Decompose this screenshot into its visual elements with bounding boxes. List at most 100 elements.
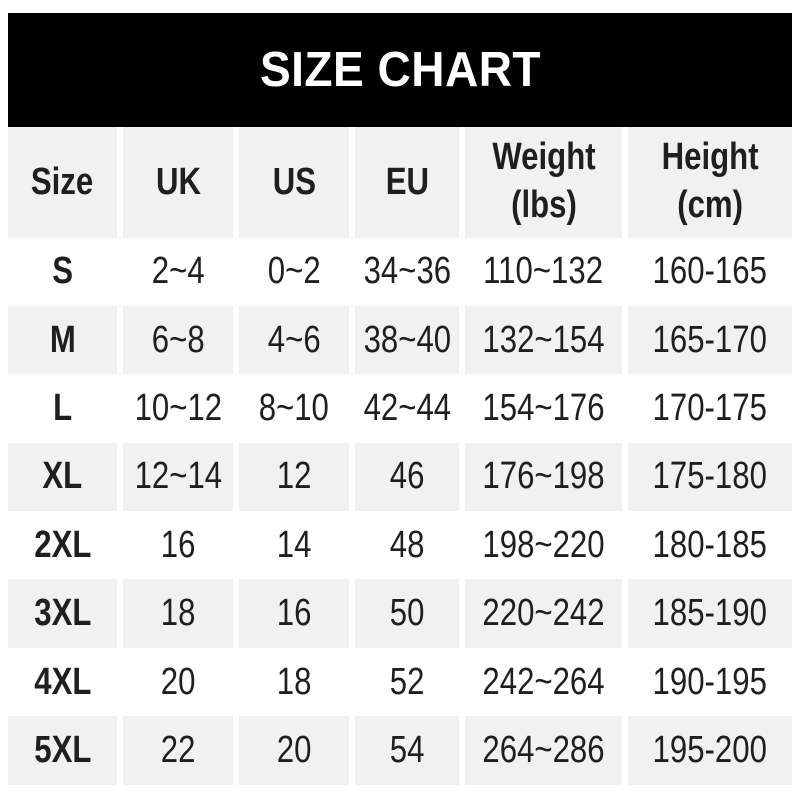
header-cell-us: US — [239, 127, 349, 238]
header-cell-size: Size — [8, 127, 117, 238]
eu-value: 50 — [389, 592, 425, 635]
cell-us: 12 — [239, 442, 349, 512]
us-value: 16 — [276, 592, 312, 635]
header-weight-line2: (lbs) — [510, 184, 577, 227]
cell-uk: 2~4 — [123, 238, 233, 306]
cell-weight: 154~176 — [465, 374, 622, 442]
cell-weight: 198~220 — [465, 511, 622, 579]
cell-height: 175-180 — [628, 442, 792, 512]
cell-uk: 16 — [123, 511, 233, 579]
size-value: 5XL — [33, 728, 92, 771]
cell-eu: 38~40 — [355, 305, 459, 375]
table-row-xl: XL 12~14 12 46 176~198 175-180 — [8, 442, 792, 512]
cell-us: 16 — [239, 579, 349, 648]
weight-value: 176~198 — [482, 455, 605, 498]
weight-value: 220~242 — [482, 592, 605, 635]
cell-weight: 264~286 — [465, 716, 622, 785]
us-value: 18 — [276, 660, 312, 703]
cell-weight: 220~242 — [465, 579, 622, 648]
height-value: 190-195 — [652, 660, 768, 703]
weight-value: 132~154 — [482, 318, 605, 361]
us-value: 8~10 — [258, 386, 330, 429]
height-value: 185-190 — [652, 592, 768, 635]
weight-value: 110~132 — [483, 250, 604, 293]
us-value: 12 — [276, 455, 312, 498]
header-cell-weight: Weight (lbs) — [465, 127, 622, 238]
size-value: L — [52, 386, 73, 429]
cell-height: 170-175 — [628, 374, 792, 442]
cell-us: 18 — [239, 648, 349, 716]
cell-size: 4XL — [8, 648, 117, 716]
header-cell-eu: EU — [355, 127, 459, 238]
size-value: M — [49, 318, 76, 361]
table-row-3xl: 3XL 18 16 50 220~242 185-190 — [8, 579, 792, 648]
cell-uk: 12~14 — [123, 442, 233, 512]
height-value: 165-170 — [652, 318, 768, 361]
cell-uk: 20 — [123, 648, 233, 716]
header-cell-height: Height (cm) — [628, 127, 792, 238]
weight-value: 264~286 — [482, 728, 605, 771]
header-label-uk: UK — [155, 160, 201, 203]
cell-eu: 42~44 — [355, 374, 459, 442]
height-value: 175-180 — [652, 455, 768, 498]
cell-height: 185-190 — [628, 579, 792, 648]
size-value: 3XL — [33, 592, 92, 635]
eu-value: 48 — [389, 523, 425, 566]
us-value: 0~2 — [267, 250, 321, 293]
uk-value: 20 — [160, 660, 196, 703]
header-cell-uk: UK — [123, 127, 233, 238]
table-row-s: S 2~4 0~2 34~36 110~132 160-165 — [8, 238, 792, 306]
table-row-4xl: 4XL 20 18 52 242~264 190-195 — [8, 648, 792, 716]
title-banner: SIZE CHART — [8, 13, 792, 127]
header-label-us: US — [272, 160, 316, 203]
cell-height: 160-165 — [628, 238, 792, 306]
cell-eu: 50 — [355, 579, 459, 648]
cell-height: 180-185 — [628, 511, 792, 579]
header-label-weight: Weight (lbs) — [492, 134, 595, 230]
eu-value: 42~44 — [363, 386, 451, 429]
height-value: 170-175 — [652, 386, 768, 429]
cell-uk: 10~12 — [123, 374, 233, 442]
uk-value: 12~14 — [134, 455, 222, 498]
size-value: S — [52, 250, 73, 293]
cell-height: 165-170 — [628, 305, 792, 375]
header-label-eu: EU — [385, 160, 429, 203]
weight-value: 154~176 — [482, 386, 605, 429]
size-table: Size UK US EU Weight (lbs) Height (cm) — [8, 127, 792, 785]
cell-uk: 18 — [123, 579, 233, 648]
cell-size: M — [8, 305, 117, 375]
header-height-line2: (cm) — [677, 184, 743, 227]
table-row-2xl: 2XL 16 14 48 198~220 180-185 — [8, 511, 792, 579]
uk-value: 22 — [160, 728, 196, 771]
table-row-l: L 10~12 8~10 42~44 154~176 170-175 — [8, 374, 792, 442]
size-value: 2XL — [33, 523, 92, 566]
cell-us: 0~2 — [239, 238, 349, 306]
cell-size: 3XL — [8, 579, 117, 648]
cell-size: 2XL — [8, 511, 117, 579]
cell-height: 195-200 — [628, 716, 792, 785]
cell-size: L — [8, 374, 117, 442]
cell-eu: 54 — [355, 716, 459, 785]
header-label-height: Height (cm) — [662, 134, 759, 230]
eu-value: 34~36 — [363, 250, 451, 293]
weight-value: 242~264 — [482, 660, 605, 703]
weight-value: 198~220 — [482, 523, 605, 566]
cell-us: 4~6 — [239, 305, 349, 375]
height-value: 160-165 — [652, 250, 768, 293]
cell-eu: 52 — [355, 648, 459, 716]
eu-value: 54 — [389, 728, 425, 771]
page-title: SIZE CHART — [259, 43, 541, 97]
uk-value: 10~12 — [134, 386, 222, 429]
us-value: 4~6 — [267, 318, 321, 361]
uk-value: 6~8 — [151, 318, 205, 361]
cell-eu: 48 — [355, 511, 459, 579]
uk-value: 18 — [160, 592, 196, 635]
header-label-size: Size — [31, 160, 94, 203]
uk-value: 16 — [160, 523, 196, 566]
cell-uk: 22 — [123, 716, 233, 785]
table-header-row: Size UK US EU Weight (lbs) Height (cm) — [8, 127, 792, 238]
cell-eu: 34~36 — [355, 238, 459, 306]
eu-value: 38~40 — [363, 318, 451, 361]
us-value: 14 — [276, 523, 312, 566]
